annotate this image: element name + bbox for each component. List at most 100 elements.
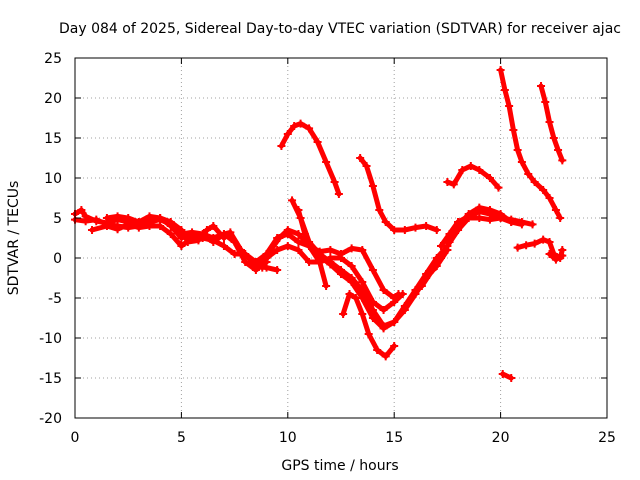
data-point <box>537 82 546 90</box>
data-point <box>337 254 345 262</box>
data-point <box>339 310 348 318</box>
data-point <box>326 246 335 254</box>
data-point <box>517 158 526 166</box>
x-tick-label: 0 <box>71 430 80 446</box>
data-point <box>113 225 122 234</box>
data-point <box>554 146 563 154</box>
data-point <box>262 254 271 262</box>
data-point <box>443 178 452 186</box>
data-point <box>124 214 133 222</box>
data-point <box>330 178 339 186</box>
data-point <box>551 255 560 264</box>
series-line <box>357 155 440 233</box>
data-point <box>364 330 373 338</box>
series-track-15 <box>443 162 503 192</box>
data-point <box>390 342 399 350</box>
data-point <box>454 222 463 230</box>
series-track-18 <box>498 370 516 382</box>
data-point <box>522 241 531 250</box>
data-point <box>466 162 475 170</box>
series-line <box>253 243 406 313</box>
data-point <box>485 174 494 182</box>
series-line <box>104 213 329 289</box>
data-point <box>358 310 367 318</box>
x-tick-label: 5 <box>177 430 186 446</box>
data-point <box>556 214 565 222</box>
data-point <box>411 286 420 294</box>
data-point <box>102 222 111 230</box>
data-point <box>539 235 548 244</box>
data-point <box>345 290 354 298</box>
data-point <box>275 234 284 242</box>
data-point <box>398 290 407 298</box>
data-point <box>558 156 567 165</box>
data-point <box>134 218 143 226</box>
y-tick-label: 15 <box>44 131 62 147</box>
data-point <box>166 222 175 230</box>
data-point <box>326 260 335 269</box>
data-point <box>226 228 235 237</box>
data-point <box>166 230 175 238</box>
data-point <box>209 222 218 230</box>
data-point <box>219 230 228 238</box>
data-point <box>558 251 567 260</box>
y-tick-label: -10 <box>39 331 62 347</box>
data-point <box>337 270 345 278</box>
data-point <box>113 212 122 221</box>
data-point <box>294 206 303 214</box>
data-point <box>277 142 286 150</box>
data-point <box>437 254 446 262</box>
data-point <box>485 206 494 214</box>
data-point <box>545 194 554 202</box>
x-axis-title: GPS time / hours <box>281 458 398 474</box>
y-tick-label: 10 <box>44 171 62 187</box>
y-tick-label: -20 <box>39 411 62 427</box>
data-point <box>230 250 239 258</box>
y-axis-title: SDTVAR / TECUs <box>6 181 22 296</box>
y-tick-label: 20 <box>44 91 62 107</box>
data-point <box>507 218 516 226</box>
x-tick-labels: 0 5 10 15 20 25 <box>71 430 616 446</box>
data-point <box>317 254 326 262</box>
data-point <box>92 215 101 224</box>
series-track-14 <box>443 203 516 246</box>
data-point <box>390 226 399 234</box>
data-point <box>209 236 218 245</box>
grid-lines <box>75 58 607 418</box>
data-point <box>381 218 390 226</box>
data-point <box>156 214 165 222</box>
data-point <box>411 223 420 232</box>
data-point <box>400 226 409 234</box>
data-point <box>517 220 526 229</box>
data-point <box>347 262 356 270</box>
data-point <box>77 206 86 214</box>
data-point <box>356 154 365 162</box>
series-line <box>498 67 563 221</box>
data-point <box>305 258 314 266</box>
data-point <box>379 324 388 333</box>
data-point <box>475 203 484 212</box>
data-point <box>296 119 305 128</box>
data-point <box>188 230 197 238</box>
data-point <box>198 234 207 242</box>
data-point <box>283 226 292 234</box>
data-point <box>241 258 250 266</box>
x-tick-label: 25 <box>598 430 616 446</box>
data-point <box>88 226 97 234</box>
data-point <box>177 234 186 242</box>
data-point <box>177 242 186 250</box>
data-point <box>368 182 377 190</box>
data-point <box>458 166 467 174</box>
data-point <box>381 352 390 361</box>
y-tick-label: 25 <box>44 51 62 67</box>
y-tick-label: 0 <box>53 251 62 267</box>
series-track-16 <box>496 66 565 222</box>
data-point <box>283 130 292 138</box>
plot-frame <box>74 57 608 419</box>
data-point <box>202 226 211 234</box>
data-point <box>258 263 267 272</box>
data-point <box>294 246 303 254</box>
data-point <box>390 298 399 306</box>
x-tick-label: 20 <box>492 430 510 446</box>
